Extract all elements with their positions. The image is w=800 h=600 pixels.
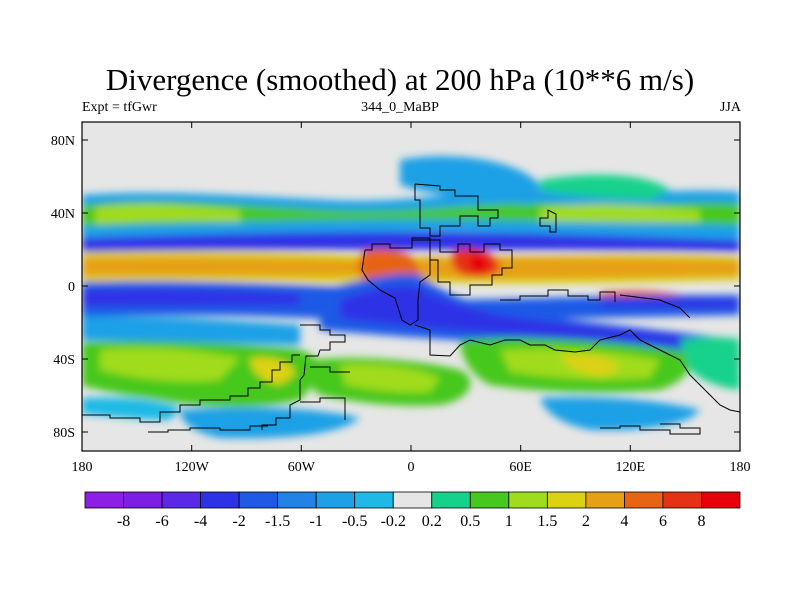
colorbar-swatch — [585, 491, 625, 509]
period-label: 344_0_MaBP — [361, 100, 439, 115]
coastlines — [82, 183, 740, 435]
lat-tick-label: 0 — [68, 280, 75, 295]
colorbar-label: -0.5 — [342, 513, 367, 530]
longitude-axis: 180 120W 60W 0 60E 120E 180 — [72, 122, 751, 475]
lat-tick-label: 40N — [51, 207, 75, 222]
colorbar-label: 2 — [582, 513, 590, 530]
colorbar-swatch — [123, 491, 163, 509]
colorbar-swatch — [84, 491, 124, 509]
colorbar-label: -1.5 — [265, 513, 290, 530]
lat-tick-label: 40S — [53, 353, 75, 368]
colorbar-swatch — [315, 491, 356, 509]
colorbar-swatch — [701, 491, 741, 509]
colorbar-swatch — [354, 491, 394, 509]
lon-tick-label: 120W — [175, 460, 210, 475]
colorbar-label: 0.5 — [460, 513, 480, 530]
colorbar-label: -1 — [310, 513, 323, 530]
lon-tick-label: 120E — [616, 460, 646, 475]
lon-tick-label: 60E — [509, 460, 532, 475]
lon-tick-label: 180 — [730, 460, 751, 475]
map-title: Divergence (smoothed) at 200 hPa (10**6 … — [105, 62, 695, 97]
colorbar-swatch — [508, 491, 548, 509]
colorbar-label: 1.5 — [537, 513, 557, 530]
colorbar-swatch — [662, 491, 702, 509]
colorbar-label: 6 — [659, 513, 667, 530]
colorbar-swatch — [238, 491, 279, 509]
colorbar-swatch — [161, 491, 201, 509]
colorbar-label: -2 — [232, 513, 245, 530]
lon-tick-label: 180 — [72, 460, 93, 475]
lon-tick-label: 60W — [288, 460, 316, 475]
latitude-axis: 80N 40N 0 40S 80S — [51, 134, 740, 441]
colorbar-swatch — [392, 491, 433, 509]
colorbar-swatch — [277, 491, 317, 509]
lat-tick-label: 80N — [51, 134, 75, 149]
lat-tick-label: 80S — [53, 426, 75, 441]
experiment-label: Expt = tfGwr — [82, 100, 157, 115]
colorbar-swatch — [431, 491, 471, 509]
lon-tick-label: 0 — [408, 460, 415, 475]
divergence-field — [82, 156, 740, 439]
colorbar-label: -8 — [117, 513, 130, 530]
colorbar-swatch — [200, 491, 240, 509]
colorbar: -8 -6 -4 -2 -1.5 -1 -0.5 -0.2 0.2 0.5 1 1.5 2 4 6 8 — [84, 491, 741, 530]
colorbar-label: 4 — [620, 513, 628, 530]
colorbar-label: 1 — [505, 513, 513, 530]
colorbar-label: -4 — [194, 513, 207, 530]
colorbar-label: -6 — [155, 513, 168, 530]
colorbar-label: 0.2 — [422, 513, 442, 530]
colorbar-swatch — [546, 491, 587, 509]
colorbar-label: 8 — [697, 513, 705, 530]
season-label: JJA — [719, 100, 741, 115]
colorbar-swatch — [469, 491, 510, 509]
colorbar-swatch — [624, 491, 664, 509]
colorbar-label: -0.2 — [381, 513, 406, 530]
